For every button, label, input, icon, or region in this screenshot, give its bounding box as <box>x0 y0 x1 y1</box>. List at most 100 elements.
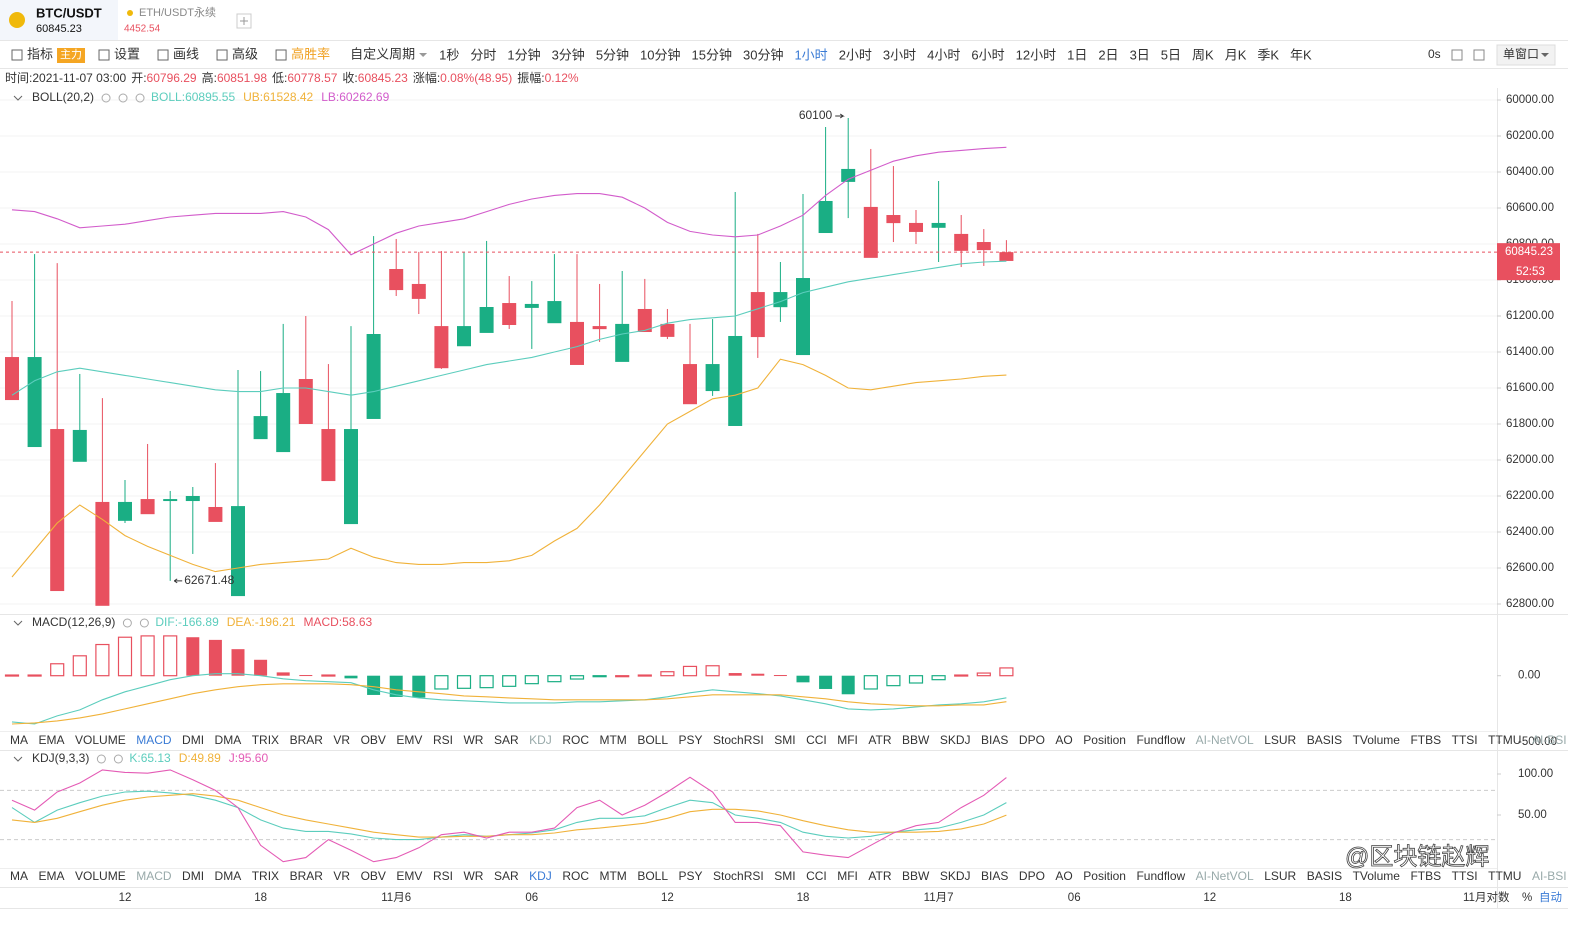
period[interactable]: 1小时 <box>794 47 827 62</box>
indicator-tab[interactable]: MTM <box>599 869 626 883</box>
indicator-tab[interactable]: TTSI <box>1452 733 1478 747</box>
legend-icon[interactable] <box>96 754 106 764</box>
period[interactable]: 5日 <box>1161 47 1181 62</box>
period[interactable]: 30分钟 <box>743 47 783 62</box>
symbol[interactable]: BTC/USDT <box>36 5 102 20</box>
indicator-tab[interactable]: Fundflow <box>1136 869 1185 883</box>
period[interactable]: 4小时 <box>927 47 960 62</box>
indicator-tab[interactable]: BIAS <box>981 733 1008 747</box>
indicator-tab[interactable]: KDJ <box>529 733 552 747</box>
indicator-tab[interactable]: DMI <box>182 733 204 747</box>
indicator-tab[interactable]: StochRSI <box>713 733 764 747</box>
indicator-tab[interactable]: BRAR <box>290 869 324 883</box>
indicator-tab[interactable]: CCI <box>806 733 827 747</box>
legend-icon[interactable] <box>139 618 149 628</box>
indicator-tab[interactable]: MFI <box>837 869 858 883</box>
indicator-tab[interactable]: WR <box>463 869 483 883</box>
indicator-tab[interactable]: SAR <box>494 869 519 883</box>
indicator-tab[interactable]: TVolume <box>1353 869 1401 883</box>
legend-icon[interactable] <box>122 618 132 628</box>
indicator-tab[interactable]: Fundflow <box>1136 733 1185 747</box>
legend-icon[interactable] <box>135 93 145 103</box>
period[interactable]: 1日 <box>1067 47 1087 62</box>
indicator-tab[interactable]: SKDJ <box>940 733 971 747</box>
indicator-tab[interactable]: FTBS <box>1410 733 1441 747</box>
indicator-tab[interactable]: DMI <box>182 869 204 883</box>
indicator-tab[interactable]: AO <box>1055 733 1072 747</box>
legend-icon[interactable] <box>101 93 111 103</box>
indicator-tab[interactable]: VOLUME <box>75 733 126 747</box>
tool[interactable]: 画线 <box>173 46 199 61</box>
indicator-tab[interactable]: MACD <box>136 869 172 883</box>
indicator-tab[interactable]: MACD <box>136 733 172 747</box>
indicator-tab[interactable]: SKDJ <box>940 869 971 883</box>
custom-period[interactable]: 自定义周期 <box>350 46 415 61</box>
indicator-tab[interactable]: StochRSI <box>713 869 764 883</box>
indicator-tab[interactable]: DPO <box>1019 869 1045 883</box>
indicator-tab[interactable]: RSI <box>433 869 453 883</box>
indicator-tab[interactable]: MFI <box>837 733 858 747</box>
indicator-tab[interactable]: TRIX <box>252 733 279 747</box>
legend-icon[interactable] <box>113 754 123 764</box>
indicator-tab[interactable]: PSY <box>679 733 703 747</box>
indicator-tab[interactable]: SMI <box>774 733 795 747</box>
period[interactable]: 12小时 <box>1016 47 1056 62</box>
period[interactable]: 季K <box>1257 47 1279 62</box>
indicator-tab[interactable]: AO <box>1055 869 1072 883</box>
period[interactable]: 6小时 <box>971 47 1004 62</box>
indicator-tab[interactable]: RSI <box>433 733 453 747</box>
indicator-tab[interactable]: AI-NetVOL <box>1196 733 1254 747</box>
indicator-tab[interactable]: BASIS <box>1307 869 1342 883</box>
indicator-tab[interactable]: TTMU <box>1488 733 1521 747</box>
indicator-tab[interactable]: FTBS <box>1410 869 1441 883</box>
tool-tag[interactable]: 主力 <box>60 48 82 61</box>
indicator-tab[interactable]: LSUR <box>1264 733 1296 747</box>
window-mode[interactable]: 单窗口 <box>1503 47 1539 61</box>
period[interactable]: 15分钟 <box>692 47 732 62</box>
indicator-tab[interactable]: VOLUME <box>75 869 126 883</box>
indicator-tab[interactable]: VR <box>333 869 350 883</box>
indicator-tab[interactable]: KDJ <box>529 869 552 883</box>
period[interactable]: 2小时 <box>839 47 872 62</box>
tool[interactable]: 高级 <box>232 46 258 61</box>
indicator-tab[interactable]: EMV <box>396 733 422 747</box>
indicator-tab[interactable]: TTSI <box>1452 869 1478 883</box>
period[interactable]: 3日 <box>1130 47 1150 62</box>
indicator-tab[interactable]: MTM <box>599 733 626 747</box>
period[interactable]: 10分钟 <box>640 47 680 62</box>
indicator-tab[interactable]: AI-NetVOL <box>1196 869 1254 883</box>
footer[interactable]: 自动 <box>1539 891 1562 904</box>
indicator-tab[interactable]: BASIS <box>1307 733 1342 747</box>
indicator-tab[interactable]: ROC <box>562 869 589 883</box>
indicator-tab[interactable]: LSUR <box>1264 869 1296 883</box>
period[interactable]: 2日 <box>1098 47 1118 62</box>
indicator-tab[interactable]: OBV <box>361 733 386 747</box>
indicator-tab[interactable]: SMI <box>774 869 795 883</box>
indicator-tab[interactable]: WR <box>463 733 483 747</box>
indicator-tab[interactable]: PSY <box>679 869 703 883</box>
indicator-tab[interactable]: BIAS <box>981 869 1008 883</box>
indicator-tab[interactable]: BBW <box>902 869 930 883</box>
indicator-tab[interactable]: BRAR <box>290 733 324 747</box>
indicator-tab[interactable]: Position <box>1083 733 1126 747</box>
indicator-tab[interactable]: MA <box>10 869 28 883</box>
period[interactable]: 3分钟 <box>552 47 585 62</box>
period[interactable]: 5分钟 <box>596 47 629 62</box>
period[interactable]: 1秒 <box>439 47 459 62</box>
indicator-tab[interactable]: TTMU <box>1488 869 1521 883</box>
period[interactable]: 1分钟 <box>507 47 540 62</box>
indicator-tab[interactable]: BBW <box>902 733 930 747</box>
indicator-tab[interactable]: ATR <box>868 869 891 883</box>
indicator-tab[interactable]: TRIX <box>252 869 279 883</box>
indicator-tab[interactable]: EMA <box>39 869 65 883</box>
indicator-tab[interactable]: DPO <box>1019 733 1045 747</box>
indicator-tab[interactable]: Position <box>1083 869 1126 883</box>
indicator-tab[interactable]: DMA <box>215 733 242 747</box>
footer[interactable]: % <box>1522 892 1532 904</box>
indicator-tab[interactable]: DMA <box>215 869 242 883</box>
indicator-tab[interactable]: ATR <box>868 733 891 747</box>
footer[interactable]: 11月对数 <box>1463 890 1510 904</box>
indicator-tab[interactable]: CCI <box>806 869 827 883</box>
tool[interactable]: 设置 <box>114 46 140 61</box>
indicator-tab[interactable]: TVolume <box>1353 733 1401 747</box>
